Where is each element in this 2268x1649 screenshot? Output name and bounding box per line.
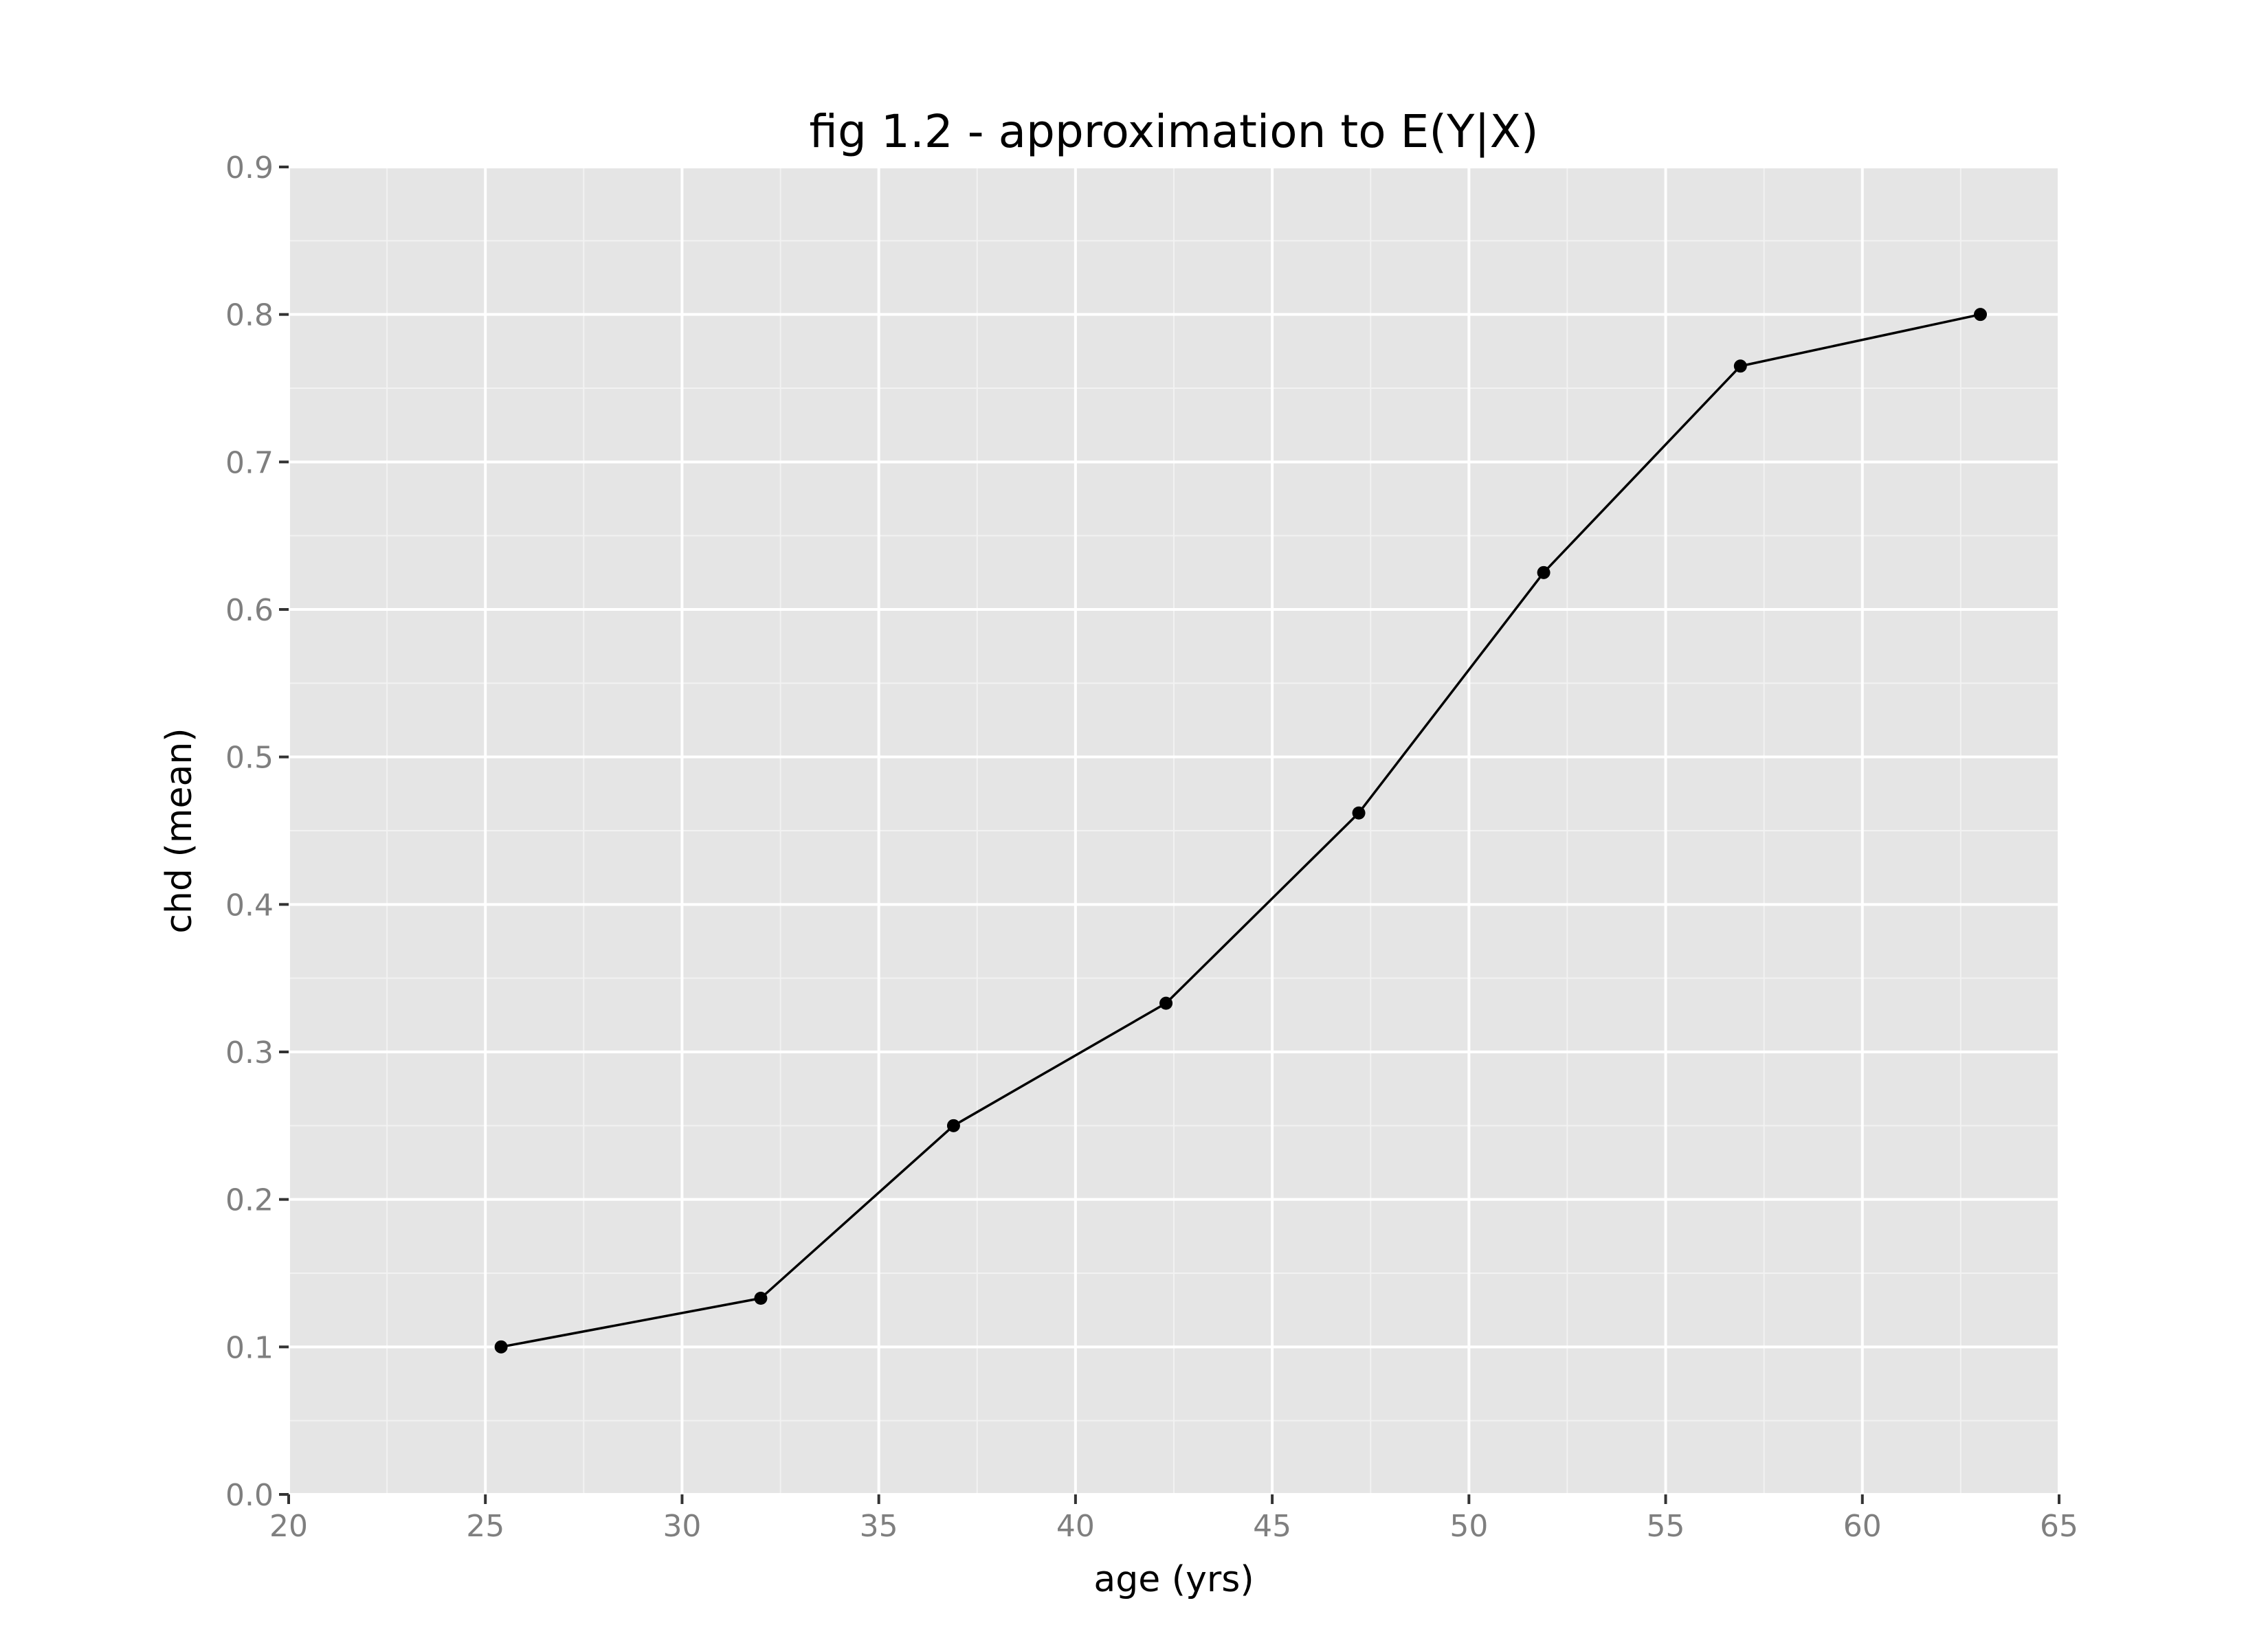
x-tick-label: 50 bbox=[1449, 1509, 1488, 1544]
y-axis-title: chd (mean) bbox=[159, 728, 200, 933]
y-tick-label: 0.8 bbox=[225, 298, 274, 333]
x-tick-label: 30 bbox=[663, 1509, 701, 1544]
x-tick-label: 25 bbox=[466, 1509, 504, 1544]
data-series bbox=[494, 308, 1988, 1354]
y-tick-label: 0.5 bbox=[225, 741, 274, 776]
x-axis-title: age (yrs) bbox=[1093, 1559, 1254, 1600]
x-tick-labels: 20 25 30 35 40 45 50 55 60 65 bbox=[269, 1509, 2078, 1544]
y-tick-label: 0.0 bbox=[225, 1478, 274, 1513]
x-tick-label: 55 bbox=[1647, 1509, 1685, 1544]
data-point bbox=[1974, 308, 1988, 322]
data-point bbox=[754, 1291, 768, 1305]
data-point bbox=[1537, 565, 1550, 579]
x-tick-label: 60 bbox=[1843, 1509, 1882, 1544]
y-tick-label: 0.6 bbox=[225, 593, 274, 628]
data-point bbox=[1159, 996, 1173, 1010]
y-tick-label: 0.7 bbox=[225, 445, 274, 480]
series-line bbox=[500, 313, 1981, 1349]
minor-gridlines bbox=[289, 167, 2059, 1494]
y-tick-label: 0.2 bbox=[225, 1183, 274, 1218]
x-tick-label: 20 bbox=[269, 1509, 308, 1544]
data-point bbox=[1733, 359, 1747, 373]
data-point bbox=[946, 1119, 960, 1132]
x-tick-label: 40 bbox=[1056, 1509, 1095, 1544]
chart-title: fig 1.2 - approximation to E(Y|X) bbox=[809, 105, 1538, 158]
y-tick-labels: 0.0 0.1 0.2 0.3 0.4 0.5 0.6 0.7 0.8 0.9 bbox=[225, 150, 274, 1513]
data-point bbox=[1352, 806, 1366, 820]
y-tick-label: 0.4 bbox=[225, 888, 274, 923]
axis-ticks bbox=[279, 166, 2060, 1504]
x-tick-label: 45 bbox=[1253, 1509, 1291, 1544]
y-tick-label: 0.9 bbox=[225, 150, 274, 186]
y-tick-label: 0.1 bbox=[225, 1330, 274, 1365]
data-point bbox=[494, 1340, 508, 1354]
x-tick-label: 65 bbox=[2040, 1509, 2078, 1544]
x-tick-label: 35 bbox=[860, 1509, 898, 1544]
major-gridlines bbox=[287, 166, 2060, 1496]
y-tick-label: 0.3 bbox=[225, 1035, 274, 1070]
